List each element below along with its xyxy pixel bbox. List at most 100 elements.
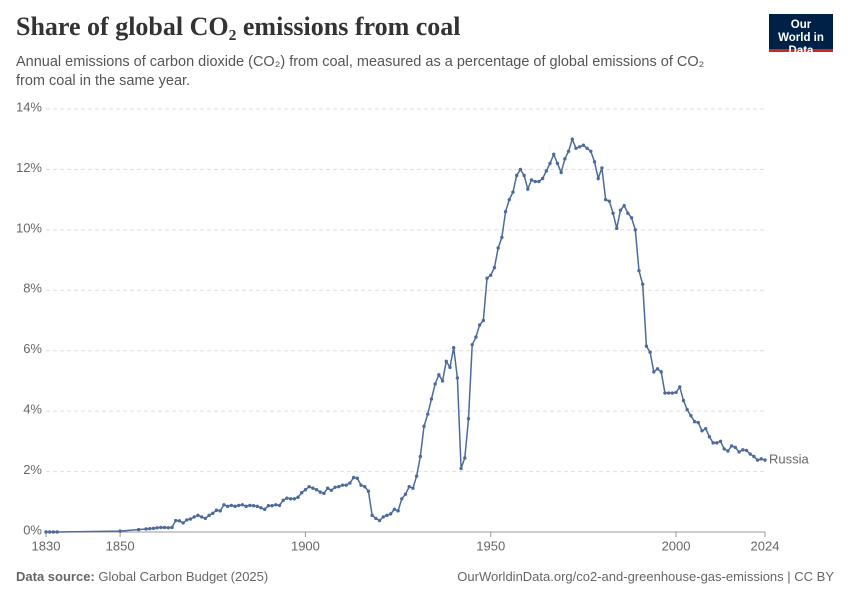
point (244, 504, 248, 509)
point (44, 530, 48, 534)
point (463, 456, 467, 460)
point (666, 391, 671, 395)
point (748, 452, 752, 456)
point (188, 517, 193, 521)
point (733, 445, 738, 450)
point (151, 526, 156, 531)
point (337, 484, 341, 489)
point (626, 211, 630, 215)
x-tick-label: 1850 (106, 538, 135, 553)
point (262, 507, 267, 512)
point (162, 525, 167, 530)
point (340, 483, 345, 487)
point (322, 491, 326, 496)
point (577, 145, 582, 149)
line (46, 136, 766, 533)
point (555, 161, 560, 166)
point (685, 407, 689, 412)
point (363, 484, 367, 489)
point (629, 216, 634, 220)
point (118, 529, 122, 533)
point (225, 504, 230, 509)
point (603, 197, 608, 202)
point (570, 137, 574, 141)
point (344, 483, 348, 487)
point (211, 511, 215, 515)
point (181, 521, 185, 525)
point (296, 495, 300, 499)
footer-link[interactable]: OurWorldinData.org/co2-and-greenhouse-ga… (457, 569, 834, 584)
point (426, 412, 430, 416)
point (470, 342, 474, 347)
point (444, 359, 448, 363)
point (507, 197, 511, 202)
point (277, 503, 282, 508)
point (455, 376, 460, 380)
point (644, 344, 649, 348)
point (381, 515, 385, 519)
point (729, 444, 734, 448)
point (514, 173, 519, 178)
point (592, 160, 597, 164)
point (640, 282, 645, 286)
point (574, 146, 578, 150)
point (229, 503, 234, 508)
point (715, 441, 719, 445)
logo[interactable]: Our World in Data (769, 14, 833, 57)
point (196, 513, 200, 518)
point (607, 199, 612, 203)
point (185, 518, 189, 522)
point (548, 161, 552, 166)
point (366, 489, 371, 493)
point (663, 391, 667, 395)
point (563, 157, 567, 161)
point (622, 203, 626, 208)
point (136, 527, 141, 532)
point (741, 448, 745, 452)
point (237, 503, 241, 508)
point (518, 167, 523, 172)
point (396, 509, 400, 513)
point (692, 420, 697, 424)
point (429, 397, 434, 401)
point (637, 268, 641, 273)
point (500, 235, 504, 240)
point (755, 458, 760, 462)
point (552, 152, 556, 157)
point (311, 486, 315, 490)
point (726, 449, 730, 453)
chart-subtitle: Annual emissions of carbon dioxide (CO₂)… (16, 54, 705, 89)
point (459, 466, 463, 471)
point (585, 146, 589, 150)
source: Data source: Global Carbon Budget (2025) (16, 569, 268, 584)
point (744, 448, 749, 453)
point (718, 439, 723, 444)
point (704, 426, 708, 431)
point (737, 450, 741, 454)
point (307, 484, 311, 489)
point (377, 518, 382, 523)
point (722, 447, 726, 451)
y-tick-label: 14% (16, 99, 42, 114)
point (348, 481, 352, 485)
point (681, 398, 686, 403)
point (192, 515, 196, 519)
point (359, 483, 363, 487)
y-tick-label: 8% (23, 281, 42, 296)
point (403, 492, 408, 496)
x-tick-label: 2000 (662, 538, 691, 553)
point (448, 365, 452, 370)
point (148, 526, 152, 531)
point (214, 508, 219, 512)
point (544, 169, 549, 173)
point (285, 496, 289, 500)
y-tick-label: 12% (16, 160, 42, 175)
point (418, 454, 423, 459)
point (537, 179, 541, 184)
point (318, 490, 322, 494)
point (300, 491, 304, 495)
point (355, 476, 360, 480)
point (329, 488, 334, 493)
y-tick-label: 2% (23, 462, 42, 477)
